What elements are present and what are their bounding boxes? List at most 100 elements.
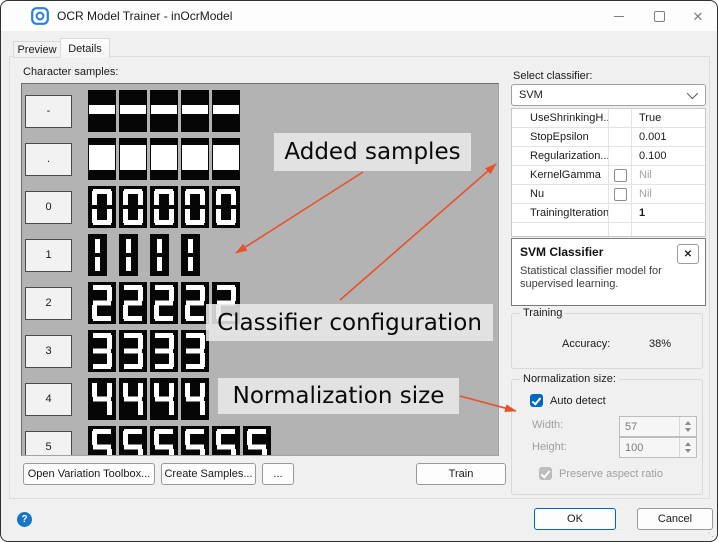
sample-tile[interactable] <box>150 186 178 228</box>
property-name[interactable]: Regularization... <box>530 150 608 162</box>
sample-tile[interactable] <box>150 330 178 372</box>
sample-tile[interactable] <box>243 426 271 455</box>
cancel-button[interactable]: Cancel <box>637 508 713 530</box>
tab-details[interactable]: Details <box>60 38 110 58</box>
property-checkbox-cell <box>608 109 632 127</box>
sample-tile[interactable] <box>212 138 240 180</box>
sample-tile[interactable] <box>181 330 209 372</box>
maximize-button[interactable] <box>642 1 676 31</box>
sample-tile[interactable] <box>181 282 209 324</box>
classifier-dropdown[interactable]: SVM <box>511 84 706 106</box>
spin-down-icon <box>685 449 691 453</box>
sample-tile[interactable] <box>119 330 147 372</box>
sample-row-label[interactable]: 4 <box>25 382 72 416</box>
help-button[interactable]: ? <box>17 512 32 527</box>
property-value[interactable]: Nil <box>639 188 652 200</box>
close-button[interactable]: ✕ <box>681 1 715 31</box>
property-name[interactable]: Nu <box>530 188 545 200</box>
sample-row-label[interactable]: 2 <box>25 286 72 320</box>
preserve-aspect-ratio-checkbox <box>539 467 552 480</box>
sample-tile[interactable] <box>88 378 116 420</box>
sample-tiles <box>88 378 212 420</box>
annotation-classifier-configuration: Classifier configuration <box>206 304 493 341</box>
sample-row-label[interactable]: 0 <box>25 190 72 224</box>
sample-tiles <box>88 186 243 228</box>
train-button[interactable]: Train <box>416 463 506 485</box>
app-icon <box>31 7 49 25</box>
auto-detect-checkbox[interactable] <box>530 394 543 407</box>
sample-row-label[interactable]: - <box>25 94 72 128</box>
property-value[interactable]: 0.100 <box>639 150 667 162</box>
sample-tile[interactable] <box>119 138 147 180</box>
property-row: Regularization... 0.100 <box>512 147 705 166</box>
help-icon: ? <box>21 514 28 525</box>
sample-tile[interactable] <box>181 90 209 132</box>
tab-preview[interactable]: Preview <box>13 41 61 58</box>
height-value: 100 <box>625 441 644 454</box>
sample-tile[interactable] <box>119 90 147 132</box>
sample-tile[interactable] <box>88 186 116 228</box>
sample-tile[interactable] <box>212 186 240 228</box>
sample-tile[interactable] <box>119 186 147 228</box>
sample-row-label[interactable]: 3 <box>25 334 72 368</box>
sample-row-label[interactable]: 1 <box>25 238 72 272</box>
sample-tile[interactable] <box>150 378 178 420</box>
property-name[interactable]: TrainingIteration <box>530 207 608 219</box>
sample-tile[interactable] <box>212 426 240 455</box>
classifier-info-close-button[interactable]: ✕ <box>677 244 699 264</box>
sample-tile[interactable] <box>88 234 116 276</box>
sample-tile[interactable] <box>119 234 147 276</box>
sample-row-label[interactable]: . <box>25 142 72 176</box>
sample-tile[interactable] <box>181 138 209 180</box>
sample-tile[interactable] <box>119 426 147 455</box>
sample-tile[interactable] <box>181 426 209 455</box>
width-spin-buttons <box>679 417 696 436</box>
spin-down-icon <box>685 428 691 432</box>
sample-tile[interactable] <box>150 234 178 276</box>
more-options-button[interactable]: ... <box>262 463 294 485</box>
sample-tile[interactable] <box>181 378 209 420</box>
open-variation-toolbox-button[interactable]: Open Variation Toolbox... <box>23 463 155 485</box>
property-name[interactable]: StopEpsilon <box>530 131 589 143</box>
sample-row-0: 0 <box>25 186 243 228</box>
sample-tile[interactable] <box>88 282 116 324</box>
property-name[interactable]: UseShrinkingH... <box>530 112 608 124</box>
ok-button[interactable]: OK <box>534 508 616 530</box>
chevron-down-icon <box>686 87 699 100</box>
accuracy-value: 38% <box>649 338 672 350</box>
sample-tile[interactable] <box>119 378 147 420</box>
sample-tile[interactable] <box>150 138 178 180</box>
height-label: Height: <box>532 441 567 453</box>
resize-grip-icon[interactable]: ⋱ <box>704 528 714 539</box>
sample-tile[interactable] <box>150 90 178 132</box>
sample-row-label[interactable]: 5 <box>25 430 72 455</box>
sample-tile[interactable] <box>88 138 116 180</box>
property-value[interactable]: True <box>639 112 662 124</box>
classifier-info-description: Statistical classifier model for supervi… <box>520 265 662 290</box>
height-spin-buttons <box>679 438 696 457</box>
property-value[interactable]: Nil <box>639 169 652 181</box>
property-name[interactable]: KernelGamma <box>530 169 601 181</box>
property-value[interactable]: 1 <box>639 207 646 219</box>
height-spinner: 100 <box>619 437 697 458</box>
sample-tile[interactable] <box>181 186 209 228</box>
classifier-info-box: SVM Classifier ✕ Statistical classifier … <box>511 238 706 306</box>
sample-tile[interactable] <box>212 90 240 132</box>
width-label: Width: <box>532 419 564 431</box>
property-checkbox[interactable] <box>613 187 627 201</box>
property-checkbox[interactable] <box>613 168 627 182</box>
sample-tile[interactable] <box>150 426 178 455</box>
property-value[interactable]: 0.001 <box>639 131 667 143</box>
property-row: KernelGamma Nil <box>512 166 705 185</box>
sample-tile[interactable] <box>88 330 116 372</box>
create-samples-button[interactable]: Create Samples... <box>161 463 256 485</box>
sample-tile[interactable] <box>88 426 116 455</box>
minimize-button[interactable] <box>602 1 636 31</box>
close-icon: ✕ <box>683 248 693 260</box>
property-checkbox-cell <box>608 204 632 222</box>
sample-tile[interactable] <box>119 282 147 324</box>
sample-tile[interactable] <box>88 90 116 132</box>
sample-tile[interactable] <box>150 282 178 324</box>
sample-tile[interactable] <box>181 234 209 276</box>
sample-tiles <box>88 90 243 132</box>
